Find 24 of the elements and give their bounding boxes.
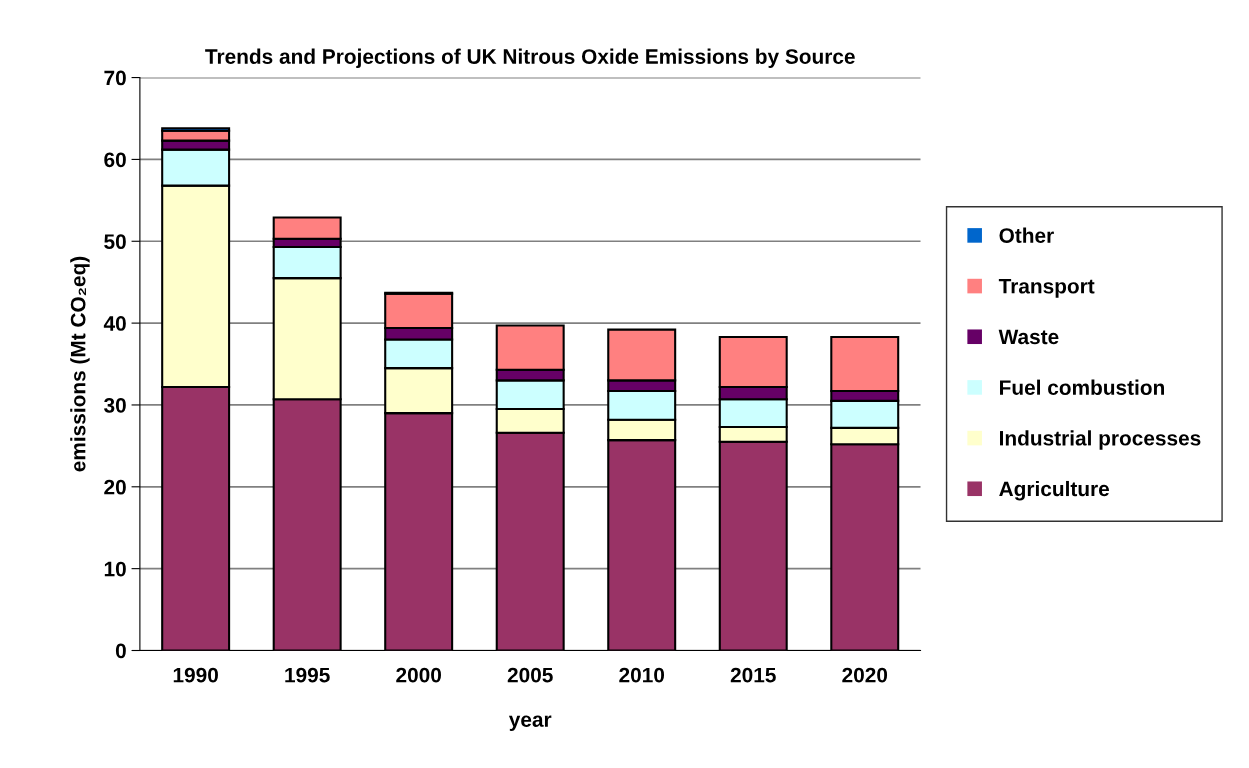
x-axis-title: year: [508, 715, 552, 731]
legend-label: Agriculture: [999, 480, 1110, 501]
y-tick-label: 70: [104, 70, 126, 86]
x-tick-label: 2015: [730, 667, 776, 683]
y-tick-label: 0: [115, 643, 126, 659]
y-tick-label: 20: [104, 479, 126, 495]
y-tick-label: 40: [103, 316, 126, 331]
legend-label: Transport: [998, 279, 1095, 298]
x-tick-label: 2010: [619, 667, 665, 683]
y-tick-label: 10: [104, 561, 126, 577]
y-axis-title: emissions (Mt CO₂eq): [70, 256, 90, 472]
x-tick-label: 2000: [396, 667, 441, 683]
y-tick-label: 50: [104, 234, 126, 250]
x-tick-label: 2005: [507, 667, 553, 683]
x-tick-label: 2020: [842, 667, 888, 683]
legend-label: Waste: [998, 329, 1059, 345]
x-tick-label: 1990: [173, 667, 218, 683]
legend-label: Fuel combustion: [1000, 379, 1164, 395]
legend-label: Industrial processes: [1000, 430, 1201, 450]
legend-label: Other: [999, 227, 1054, 243]
y-tick-label: 60: [104, 152, 126, 168]
chart-title: Trends and Projections of UK Nitrous Oxide Emissions by Source: [205, 48, 855, 68]
y-tick-label: 30: [104, 397, 126, 413]
x-tick-label: 1995: [285, 667, 330, 683]
